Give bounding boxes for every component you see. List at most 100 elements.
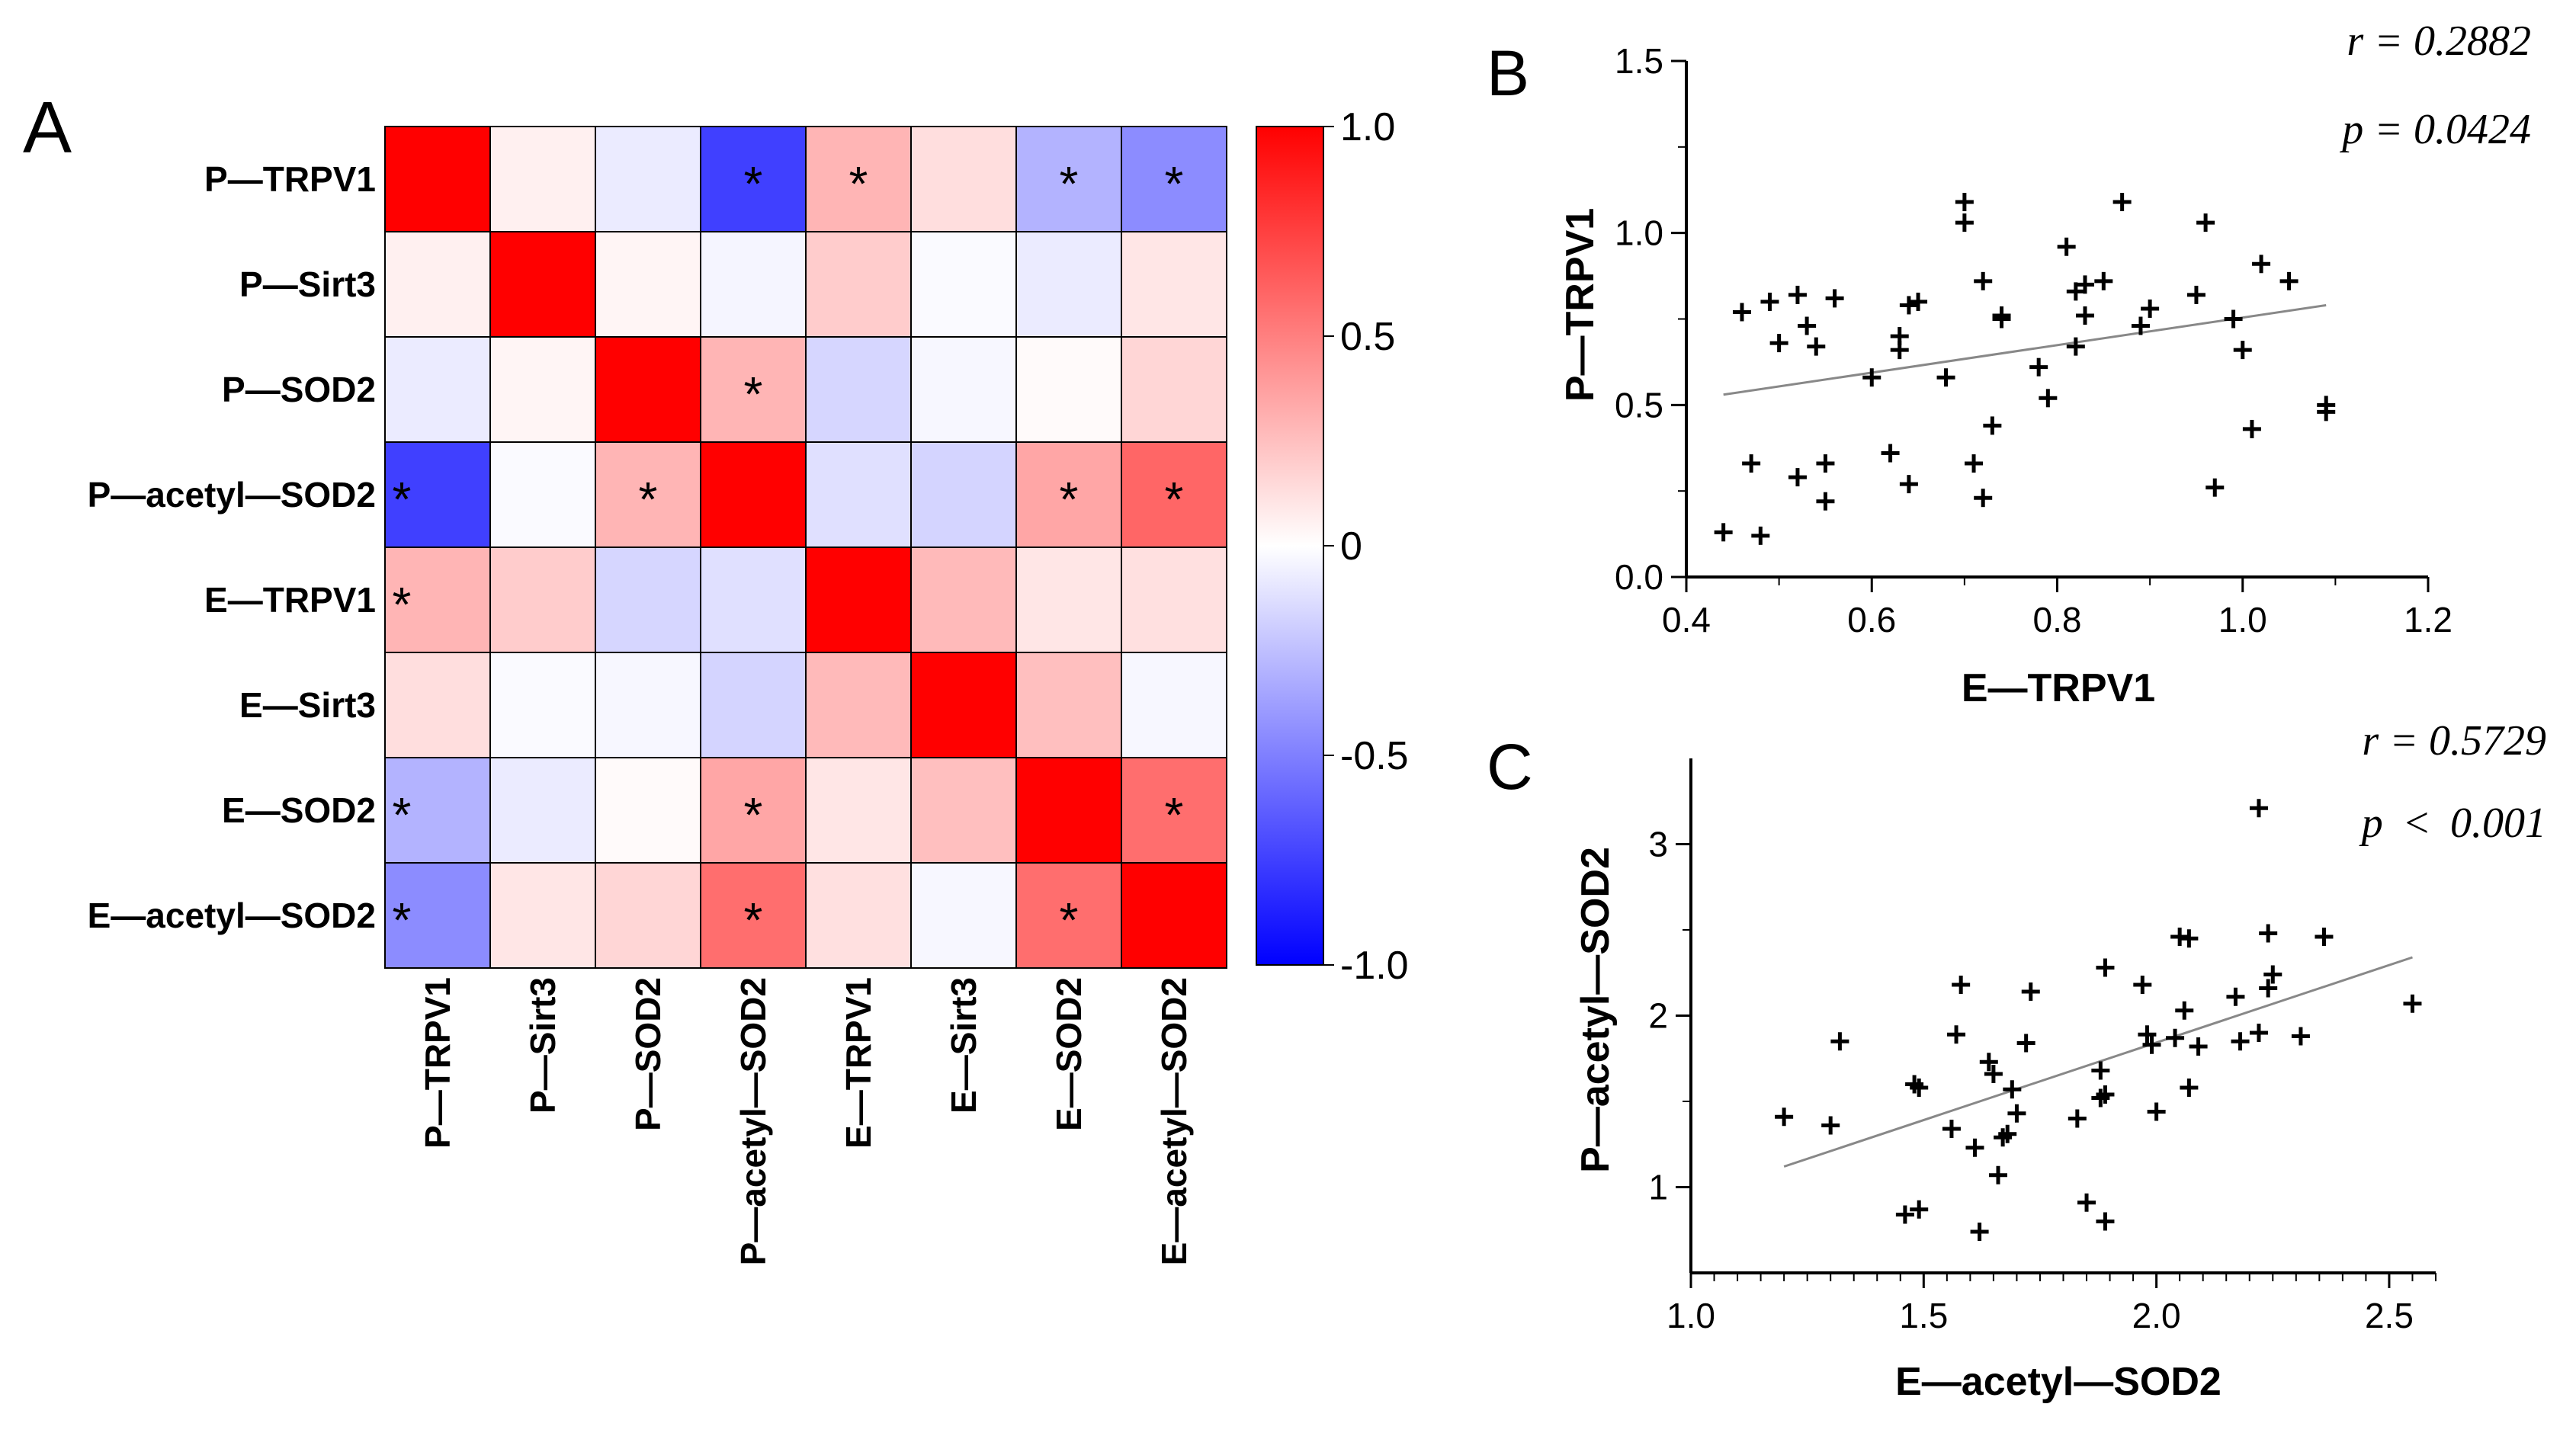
significance-star: *	[1060, 893, 1079, 947]
heatmap-cell	[384, 231, 491, 338]
data-point	[2003, 1080, 2022, 1099]
data-point	[2249, 1024, 2268, 1042]
heatmap-row-label: E—Sirt3	[239, 685, 376, 725]
panel-label-c: C	[1487, 731, 1533, 803]
heatmap-cell	[700, 547, 807, 653]
data-point	[2226, 987, 2245, 1006]
data-point	[2077, 1193, 2096, 1212]
y-tick-label: 1	[1648, 1168, 1668, 1207]
heatmap-cell	[595, 547, 701, 653]
data-point	[2186, 285, 2205, 304]
data-point	[2242, 419, 2261, 438]
heatmap-cell	[489, 547, 596, 653]
data-point	[1942, 1120, 1961, 1138]
data-point	[1769, 334, 1788, 353]
data-point	[1798, 316, 1817, 335]
data-point	[2175, 1001, 2194, 1020]
heatmap-row-label: E—TRPV1	[204, 580, 376, 620]
heatmap-cell	[1015, 652, 1122, 758]
heatmap-cell	[700, 757, 807, 864]
heatmap-cell	[1015, 862, 1122, 969]
data-point	[2147, 1102, 2166, 1121]
data-point	[1989, 1165, 2008, 1184]
significance-star: *	[744, 893, 763, 947]
colorbar	[1256, 126, 1324, 966]
data-point	[1974, 489, 1993, 508]
y-axis-label-c: P—acetyl—SOD2	[1574, 847, 1618, 1173]
heatmap-cell	[595, 126, 701, 232]
heatmap-cell	[700, 652, 807, 758]
heatmap-column-label: P—TRPV1	[418, 977, 457, 1149]
data-point	[1974, 271, 1993, 290]
heatmap-cell	[595, 862, 701, 969]
heatmap-column-label: E—Sirt3	[944, 977, 983, 1114]
points-b	[1714, 193, 2336, 545]
data-point	[2021, 982, 2040, 1001]
heatmap-cell	[595, 231, 701, 338]
x-tick-label: 1.2	[2404, 600, 2452, 639]
significance-star: *	[393, 577, 412, 632]
data-point	[2007, 1104, 2026, 1123]
x-tick-label: 0.6	[1847, 600, 1896, 639]
data-point	[2263, 965, 2282, 984]
significance-star: *	[639, 472, 658, 527]
data-point	[1899, 475, 1918, 494]
data-point	[2068, 1109, 2087, 1128]
x-tick-label: 1.0	[2218, 600, 2267, 639]
heatmap-cell	[805, 757, 912, 864]
data-point	[1788, 468, 1807, 487]
y-tick-label: 1.0	[1615, 213, 1663, 253]
heatmap-column-label: P—Sirt3	[523, 977, 563, 1114]
data-point	[1952, 976, 1971, 994]
significance-star: *	[849, 156, 868, 211]
data-point	[2166, 1028, 2185, 1047]
heatmap-row-label: P—Sirt3	[239, 264, 376, 304]
data-point	[1992, 309, 2011, 329]
y-tick-label: 3	[1648, 825, 1668, 864]
data-point	[2141, 299, 2160, 318]
heatmap-cell	[1015, 231, 1122, 338]
data-point	[2252, 255, 2271, 274]
significance-star: *	[744, 787, 763, 842]
heatmap-cell	[489, 757, 596, 864]
significance-star: *	[1165, 787, 1184, 842]
data-point	[1825, 289, 1844, 308]
data-point	[2180, 1079, 2199, 1097]
y-tick-label: 1.5	[1615, 41, 1663, 81]
heatmap-cell	[805, 547, 912, 653]
significance-star: *	[1165, 156, 1184, 211]
colorbar-ticks: 1.0 0.5 0 -0.5 -1.0	[1323, 105, 1409, 988]
data-point	[1909, 292, 1928, 311]
data-point	[2205, 478, 2225, 497]
heatmap-column-labels: P—TRPV1 P—Sirt3 P—SOD2 P—acetyl—SOD2 E—TRPV1…	[418, 977, 1194, 1265]
panel-label-b: B	[1487, 37, 1529, 109]
colorbar-tick-label: 0.5	[1340, 315, 1395, 359]
r-value-c: r = 0.5729	[2362, 717, 2546, 764]
points-c	[1775, 799, 2422, 1241]
heatmap-cell	[910, 231, 1017, 338]
heatmap-cell	[1015, 547, 1122, 653]
heatmap-cell	[805, 126, 912, 232]
heatmap-column-label: E—TRPV1	[839, 977, 878, 1149]
data-point	[1742, 454, 1761, 473]
heatmap-cell	[700, 231, 807, 338]
colorbar-tick-label: 0	[1340, 524, 1362, 569]
heatmap-cell	[805, 652, 912, 758]
heatmap-cell	[384, 126, 491, 232]
heatmap-cell	[384, 441, 491, 548]
heatmap-cell	[489, 336, 596, 443]
p-value-b: p = 0.0424	[2339, 106, 2531, 153]
heatmap-cell	[1121, 336, 1227, 443]
heatmap-column-label: P—SOD2	[628, 977, 668, 1131]
data-point	[2131, 316, 2150, 335]
data-point	[1830, 1032, 1849, 1051]
significance-star: *	[393, 787, 412, 842]
data-point	[1910, 1200, 1929, 1219]
data-point	[2403, 994, 2422, 1013]
significance-star: *	[744, 367, 763, 422]
data-point	[2075, 306, 2094, 325]
heatmap-cell	[1015, 441, 1122, 548]
data-point	[1890, 341, 1909, 360]
data-point	[1775, 1107, 1794, 1127]
data-point	[1984, 1065, 2003, 1083]
